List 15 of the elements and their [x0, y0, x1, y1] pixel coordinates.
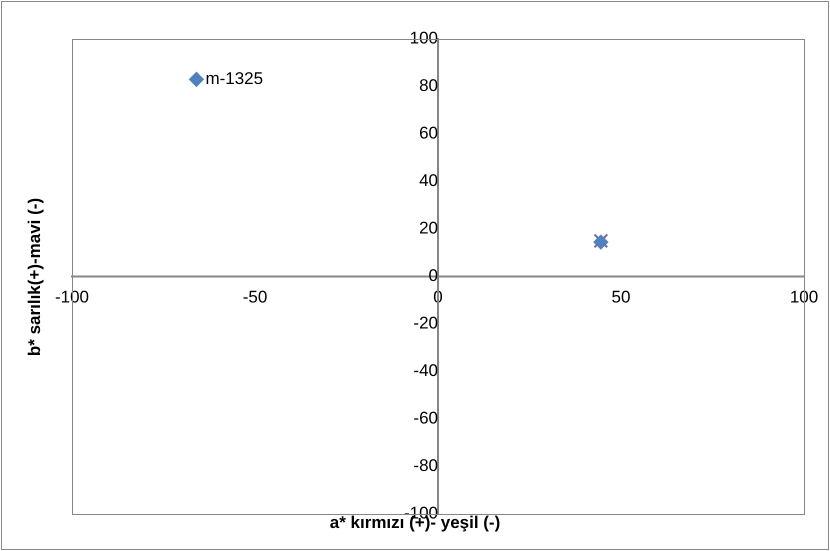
y-tick-label: 20 — [419, 218, 438, 238]
y-tick-label: 0 — [428, 266, 438, 286]
y-axis-title: b* sarılık(+)-mavi (-) — [25, 198, 45, 356]
x-tick-label: 100 — [790, 287, 818, 306]
y-tick-label: -80 — [413, 456, 438, 476]
y-tick-label: -60 — [413, 408, 438, 428]
y-tick-label: 60 — [419, 124, 438, 143]
y-tick-label: -20 — [413, 314, 438, 333]
annotation: m-1325 — [205, 69, 264, 88]
x-tick-label: -50 — [242, 287, 268, 306]
y-tick-label: -40 — [413, 361, 438, 380]
point — [188, 72, 204, 87]
y-tick-label: 80 — [419, 76, 438, 96]
x-tick-label: 50 — [612, 287, 630, 306]
y-tick-label: 40 — [419, 171, 438, 190]
